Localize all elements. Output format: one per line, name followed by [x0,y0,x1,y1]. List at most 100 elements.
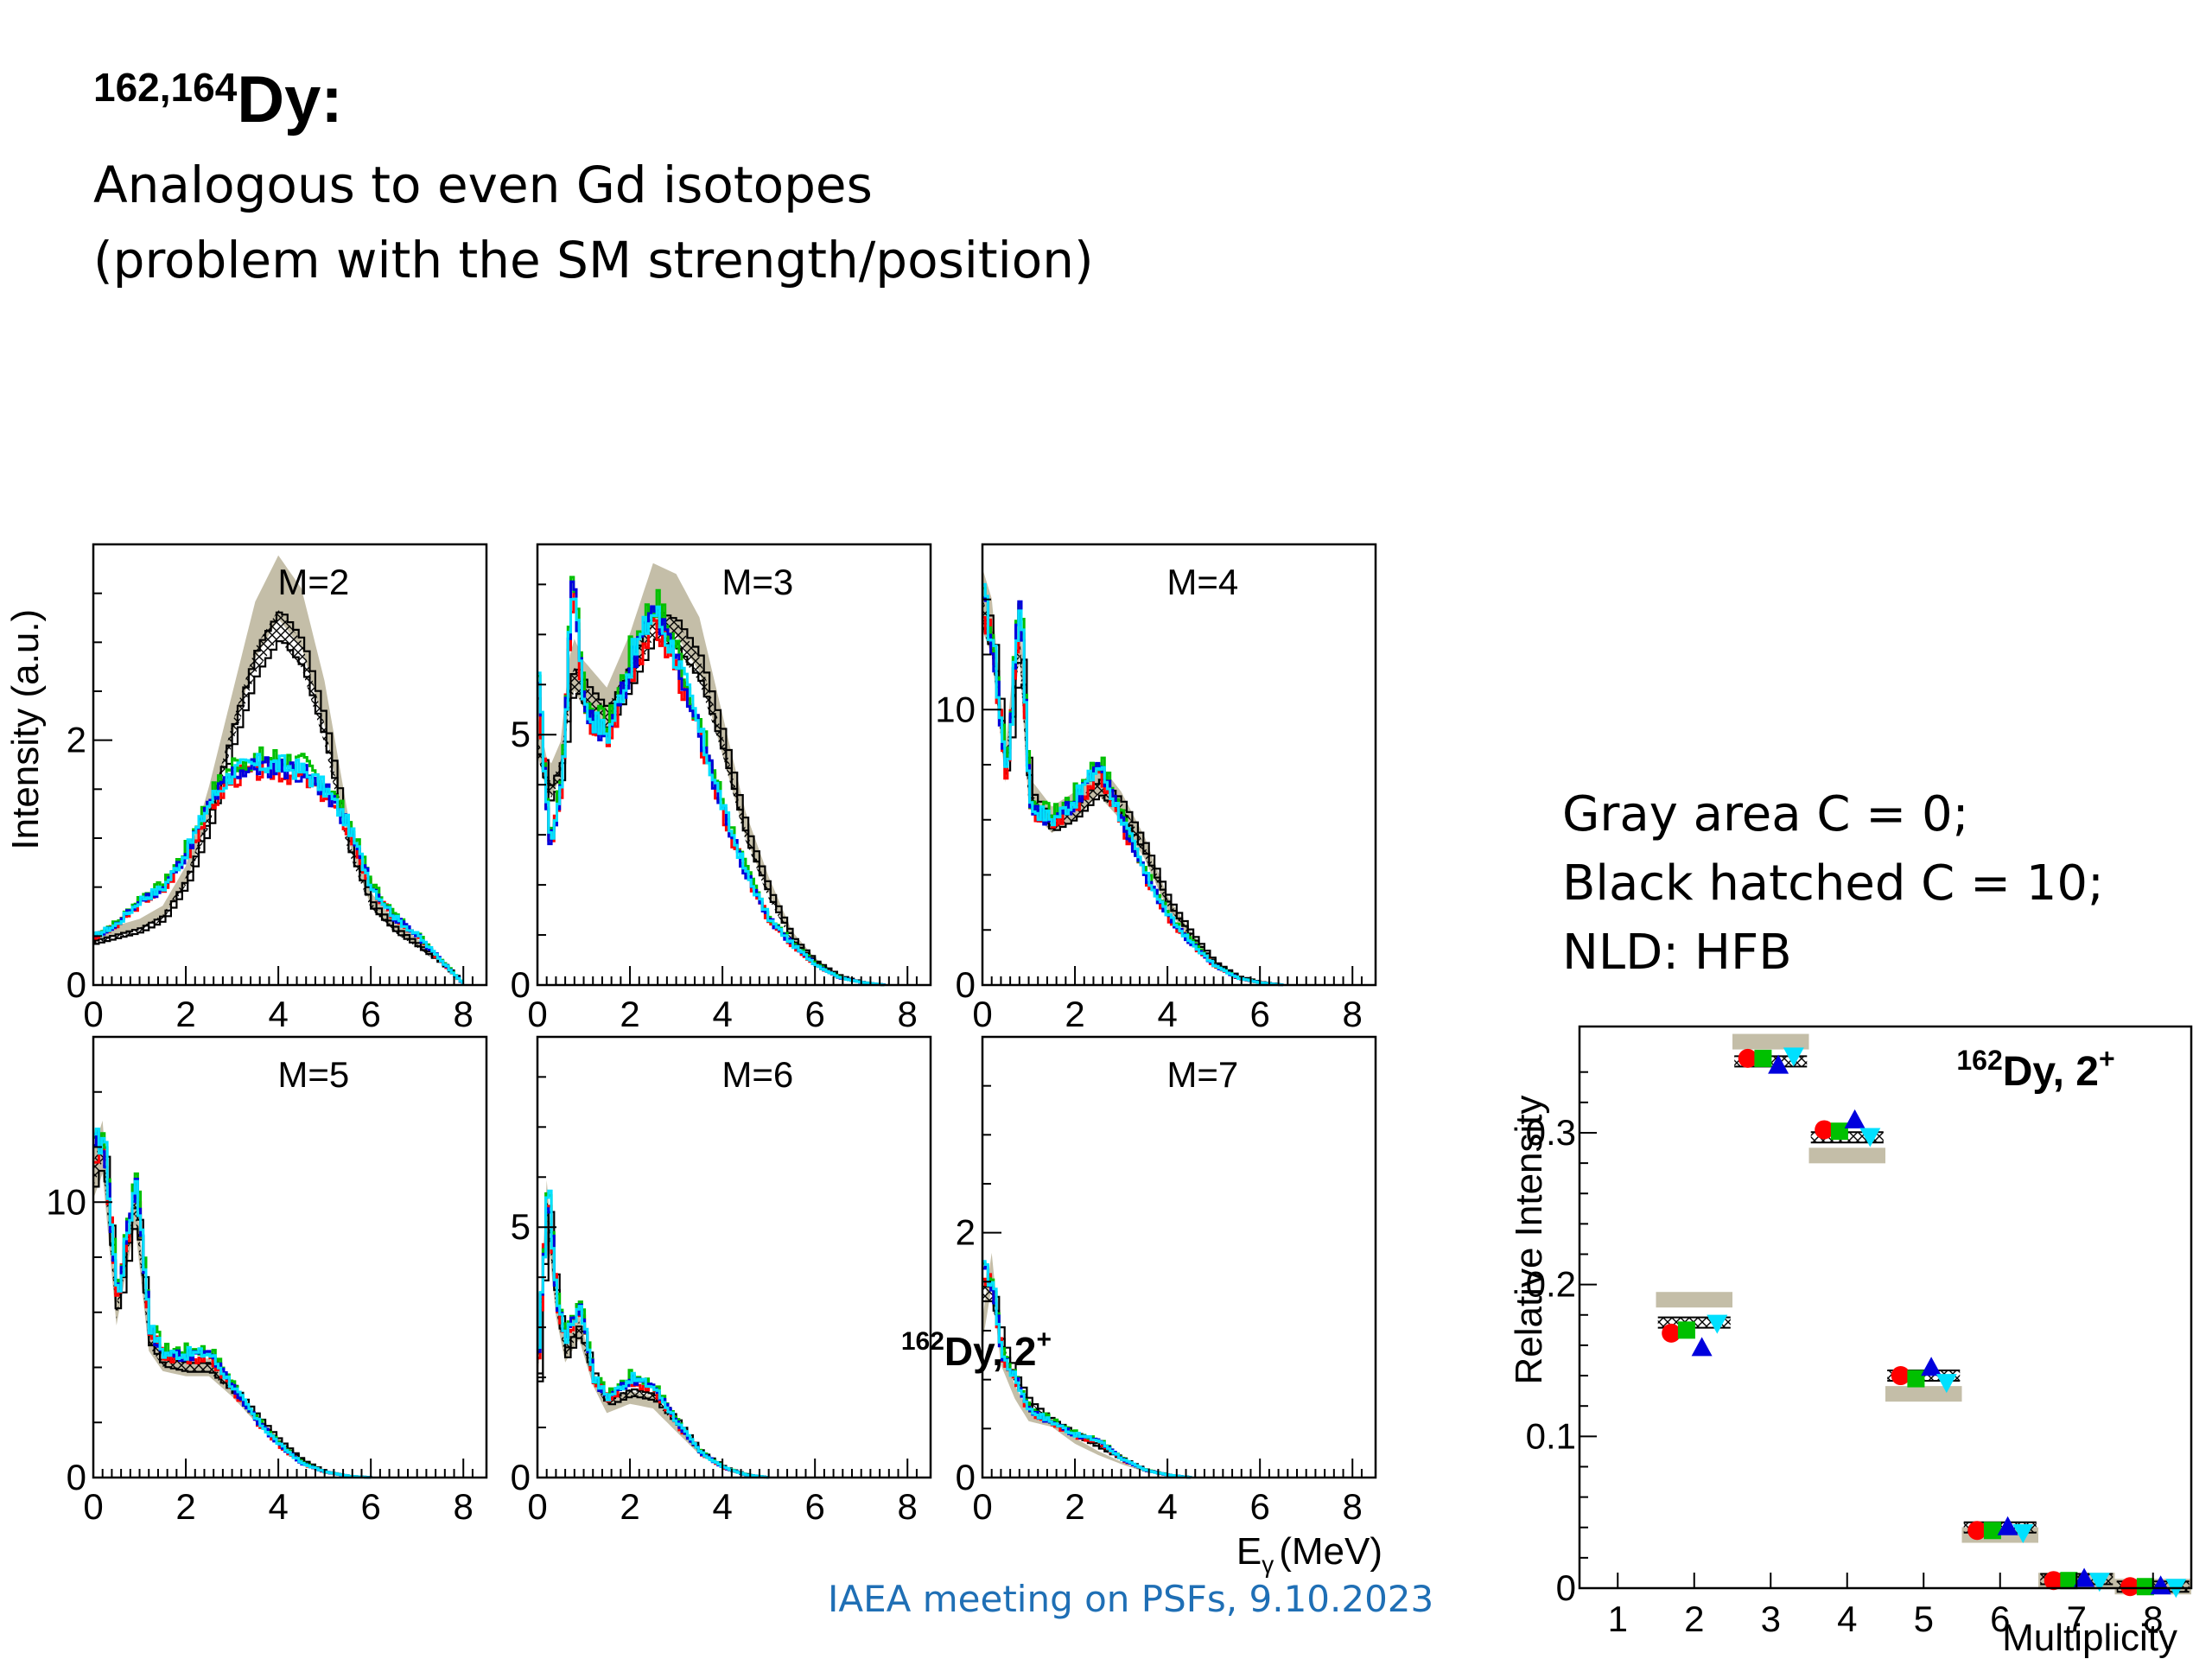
annotation-element: Dy, 2 [2003,1049,2099,1095]
x-tick-label: 0 [83,994,103,1034]
x-label-unit: (MeV) [1279,1530,1382,1573]
y-tick-label: 0 [511,964,531,1005]
isotope-annotation: 162Dy, 2+ [901,1325,1052,1374]
annotation-element: Dy, 2 [944,1329,1037,1374]
x-tick-label: 6 [360,994,380,1034]
x-tick-label: 6 [360,1486,380,1527]
x-tick-label: 6 [804,1486,824,1527]
point-blue [1768,1054,1789,1074]
point-blue [2150,1575,2171,1595]
x-tick-label: 4 [268,994,288,1034]
black-step-lower [537,1231,769,1478]
x-tick-label: 3 [1761,1599,1781,1639]
point-cyan [2012,1524,2034,1543]
point-red [2120,1577,2140,1597]
x-tick-label: 4 [268,1486,288,1527]
y-tick-label: 10 [935,689,976,729]
y-tick-label: 2 [956,1212,976,1253]
y-tick-label: 5 [511,714,531,754]
x-tick-label: 4 [712,1486,732,1527]
x-tick-label: 2 [175,1486,195,1527]
y-tick-label: 0.2 [1526,1264,1576,1305]
y-tick-label: 0.3 [1526,1112,1576,1153]
series-line-red [537,591,886,987]
panel-frame [981,1035,1377,1479]
point-green [1907,1370,1925,1388]
x-label-subscript: γ [1262,1551,1274,1578]
title-mass-numbers: 162,164 [93,65,238,110]
point-cyan [1936,1374,1957,1394]
point-red [1738,1048,1758,1068]
spectrum-panel-m-4: 0 2 4 6 8 0 10 M=4 [935,543,1377,1034]
black-step-upper [982,597,1283,986]
y-tick-label: 0.1 [1526,1415,1576,1456]
gray-band-bar [1885,1386,1962,1402]
panel-frame [536,543,932,987]
x-tick-label: 0 [527,994,547,1034]
series-line-green [537,575,886,987]
legend-gray-area: Gray area C = 0; [1562,786,1969,842]
y-tick-label: 0 [67,964,86,1005]
x-tick-label: 0 [972,994,992,1034]
annotation-spin: + [1036,1325,1052,1354]
black-hatched-area [982,598,1283,985]
series-line-cyan [982,582,1284,987]
x-tick-label: 1 [1608,1599,1628,1639]
series-line-blue [982,596,1284,987]
x-tick-label: 8 [1343,1486,1363,1527]
y-tick-label: 10 [46,1181,86,1222]
black-step-lower [93,640,464,983]
point-cyan [2088,1573,2110,1592]
panel-label: M=7 [1166,1054,1238,1095]
gray-band-bar [1732,1033,1809,1050]
subtitle-line-1: Analogous to even Gd isotopes [93,156,873,214]
y-tick-label: 0 [956,964,976,1005]
panel-frame [92,1035,488,1479]
annotation-mass: 162 [901,1327,944,1356]
y-axis-label: Relative Intensity [1508,1095,1550,1384]
panel-label: M=2 [277,562,349,602]
point-green [1677,1321,1695,1339]
point-green [1830,1122,1848,1141]
x-tick-label: 4 [1157,994,1177,1034]
relative-intensity-plot: 1 2 3 4 5 6 7 8 0 0.1 0.2 0.3 Multiplicity Relative I… [1508,1025,2193,1659]
panel-frame [536,1035,932,1479]
gray-band-area [537,563,885,985]
black-step-upper [93,611,464,982]
panel-label: M=3 [721,562,793,602]
footer-meeting: IAEA meeting on PSFs, 9.10.2023 [828,1578,1434,1620]
y-tick-label: 0 [1556,1567,1576,1608]
x-tick-label: 8 [454,1486,474,1527]
x-tick-label: 6 [1249,994,1269,1034]
point-cyan [1707,1314,1728,1334]
series-line-cyan [982,1260,1192,1479]
x-tick-label: 2 [1684,1599,1704,1639]
gray-band-bar [1656,1292,1732,1308]
point-red [1815,1120,1834,1140]
x-tick-label: 7 [2067,1599,2087,1639]
series-line-blue [537,580,886,987]
point-red [1662,1323,1681,1343]
x-tick-label: 8 [2143,1599,2163,1639]
gray-band-bar [1808,1147,1885,1164]
legend-black-hatched: Black hatched C = 10; [1562,855,2104,912]
x-tick-label: 0 [972,1486,992,1527]
spectrum-panel-m-6: 0 2 4 6 8 0 5 M=6 [511,1035,932,1527]
spectrum-panel-m-2: 0 2 4 6 8 0 2 M=2 Intensity (a.u.) [4,543,488,1034]
x-tick-label: 2 [620,1486,639,1527]
point-blue [1921,1357,1942,1376]
x-tick-label: 6 [1249,1486,1269,1527]
x-tick-label: 2 [175,994,195,1034]
point-red [2044,1571,2063,1591]
gray-band-area [982,1252,1191,1478]
y-tick-label: 0 [67,1457,86,1497]
x-tick-label: 2 [1065,994,1084,1034]
spectrum-panel-m-5: 0 2 4 6 8 0 10 M=5 [46,1035,488,1527]
series-line-red [93,760,464,986]
x-tick-label: 6 [1990,1599,2010,1639]
title-element: Dy: [237,63,343,137]
x-tick-label: 5 [1914,1599,1934,1639]
spectrum-panel-m-3: 0 2 4 6 8 0 5 M=3 [511,543,932,1034]
